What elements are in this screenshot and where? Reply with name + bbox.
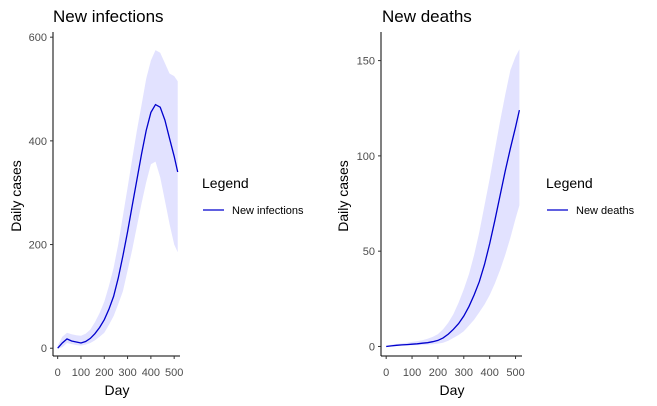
- x-axis-title: Day: [105, 382, 130, 398]
- y-axis-title: Daily cases: [335, 160, 351, 232]
- uncertainty-band: [386, 49, 520, 347]
- y-tick-label: 0: [369, 341, 375, 353]
- legend: Legend New deaths: [546, 175, 635, 217]
- y-tick-label: 50: [363, 246, 375, 258]
- y-tick-label: 0: [41, 343, 47, 355]
- x-tick-label: 0: [383, 367, 389, 379]
- x-tick-label: 400: [142, 367, 160, 379]
- legend-title: Legend: [546, 175, 593, 191]
- x-tick-label: 200: [95, 367, 113, 379]
- x-tick-label: 100: [72, 367, 90, 379]
- plot-area: 0 200 400 600 0 100 200 300 400 500: [29, 32, 183, 379]
- y-tick-label: 150: [357, 56, 375, 68]
- x-tick-label: 500: [506, 367, 524, 379]
- y-tick-label: 200: [29, 240, 47, 252]
- chart-title: New deaths: [382, 7, 472, 26]
- legend-label: New infections: [232, 205, 304, 217]
- x-tick-label: 300: [455, 367, 473, 379]
- y-tick-label: 400: [29, 136, 47, 148]
- deaths-panel: New deaths Daily cases Day 0 50 100 150 0 100…: [335, 7, 635, 398]
- y-axis-title: Daily cases: [8, 160, 24, 232]
- x-tick-label: 300: [118, 367, 136, 379]
- x-tick-label: 0: [55, 367, 61, 379]
- legend-title: Legend: [202, 175, 249, 191]
- series-line: [57, 103, 179, 349]
- x-tick-label: 100: [403, 367, 421, 379]
- x-axis-title: Day: [440, 382, 465, 398]
- y-tick-label: 100: [357, 151, 375, 163]
- infections-panel: New infections Daily cases Day 0 200 400 60…: [8, 7, 304, 398]
- x-tick-label: 400: [480, 367, 498, 379]
- legend: Legend New infections: [202, 175, 304, 217]
- x-tick-label: 500: [165, 367, 183, 379]
- chart-title: New infections: [53, 7, 164, 26]
- series-line: [386, 109, 521, 348]
- y-tick-label: 600: [29, 32, 47, 44]
- x-tick-label: 200: [429, 367, 447, 379]
- legend-label: New deaths: [576, 205, 635, 217]
- plot-area: 0 50 100 150 0 100 200 300 400 500: [357, 32, 525, 379]
- uncertainty-band: [57, 50, 178, 349]
